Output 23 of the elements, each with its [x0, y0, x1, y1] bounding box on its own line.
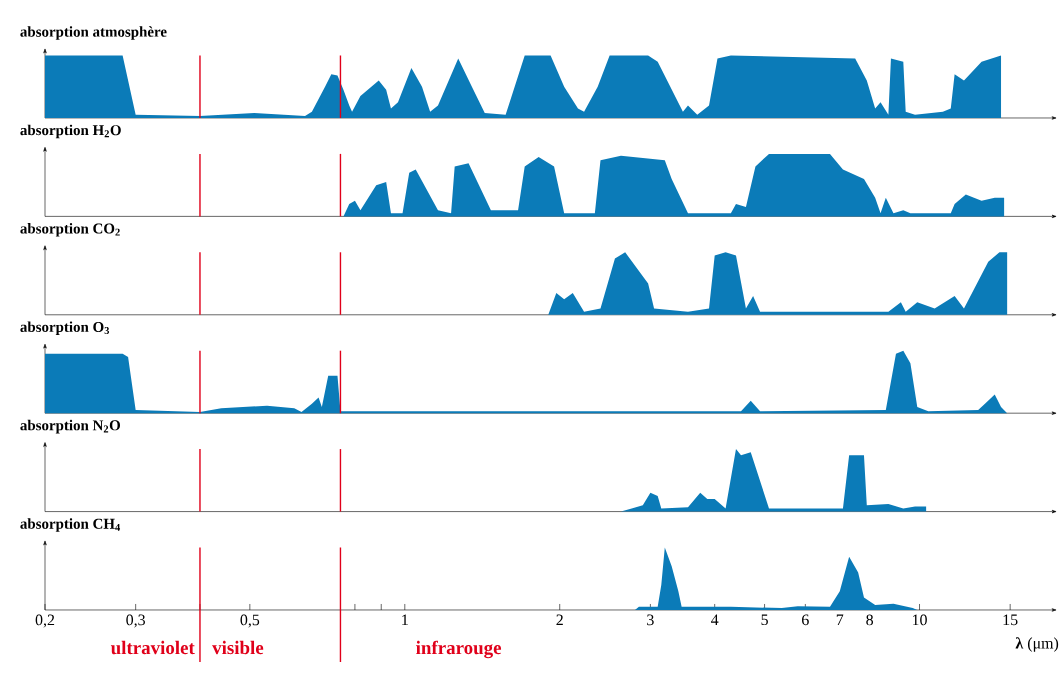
chart-title: absorption H$_{2}$O — [20, 124, 121, 139]
x-tick-label: 8 — [866, 614, 874, 626]
text: visible — [212, 640, 264, 655]
chart-title: absorption CO$_{2}$ — [20, 223, 120, 237]
x-tick-label: 0,5 — [240, 614, 260, 628]
x-tick-label: 10 — [912, 614, 927, 626]
x-tick-label: 6 — [802, 614, 809, 626]
x-tick-label: 0,2 — [35, 614, 55, 628]
x-tick-label: 1 — [402, 614, 408, 626]
x-tick-label: 4 — [711, 614, 719, 625]
x-tick-label: 3 — [647, 614, 654, 626]
text: ultraviolet — [110, 640, 195, 655]
chart-title: absorption O$_{3}$ — [20, 321, 110, 336]
x-tick-label: 15 — [1003, 614, 1018, 626]
x-tick-label: 5 — [761, 614, 768, 626]
chart-title: absorption atmosphère — [20, 26, 167, 40]
chart-title: absorption CH$_{4}$ — [20, 518, 121, 532]
text: infrarouge — [416, 640, 502, 659]
x-axis-title: λ (μm) — [1015, 637, 1059, 652]
chart-title: absorption N$_{2}$O — [20, 419, 120, 434]
x-tick-label: 2 — [556, 614, 563, 626]
x-tick-label: 0,3 — [126, 614, 145, 628]
x-tick-label: 7 — [836, 614, 844, 625]
